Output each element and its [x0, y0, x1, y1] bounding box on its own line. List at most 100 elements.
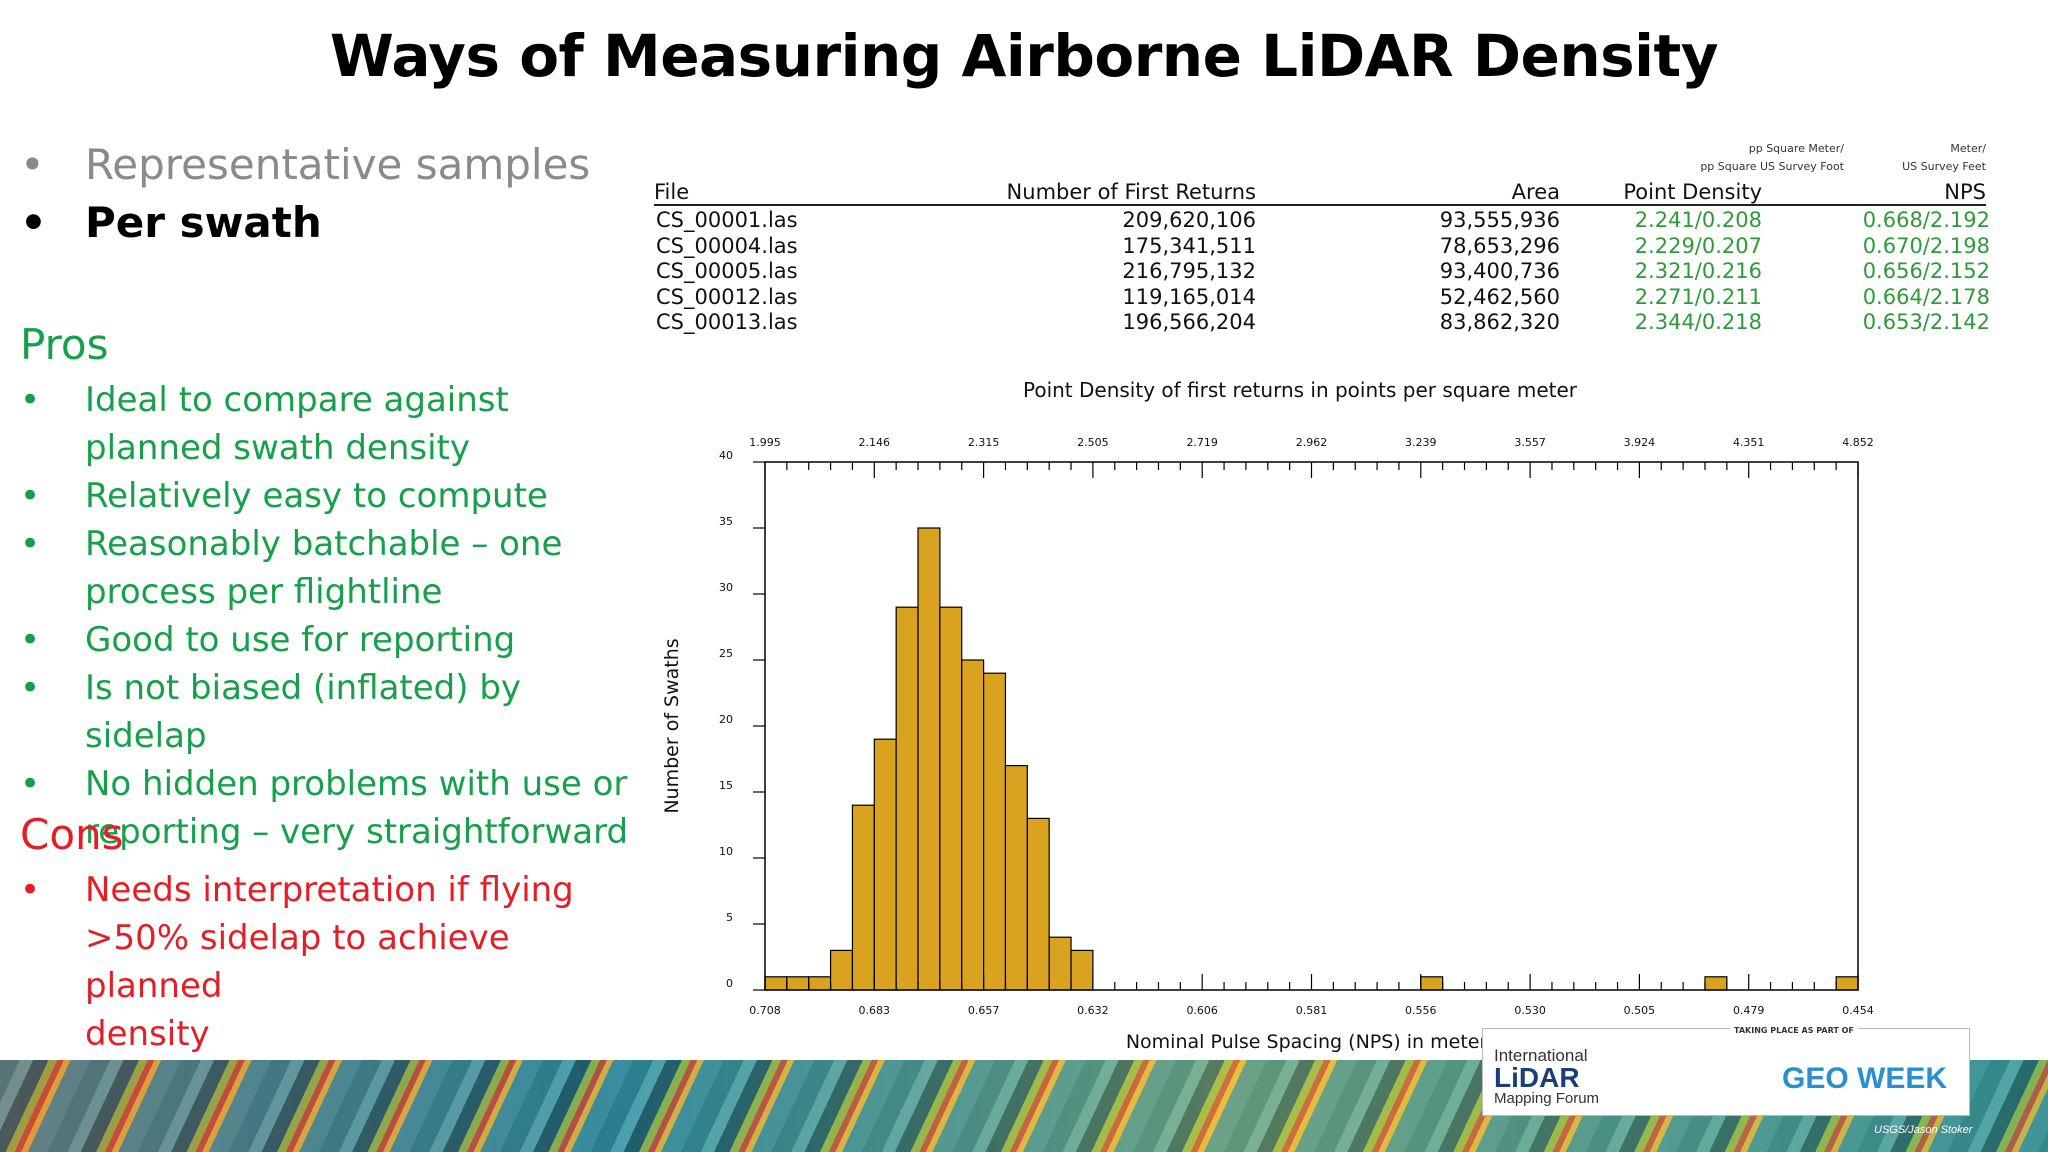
header-first-returns: Number of First Returns — [1006, 180, 1256, 204]
histogram-bar — [829, 949, 854, 991]
slide-title: Ways of Measuring Airborne LiDAR Density — [329, 22, 1719, 90]
ilmf-logo-line2: LiDAR — [1494, 1062, 1580, 1093]
y-tick-label: 40 — [719, 449, 733, 462]
unit-point-density-2: pp Square US Survey Foot — [1700, 160, 1844, 173]
pros-list: • Ideal to compare against planned swath d… — [20, 376, 640, 856]
pros-item: • Good to use for reporting — [20, 616, 640, 664]
y-tick-label: 0 — [726, 977, 733, 990]
ilmf-logo-line1: International — [1494, 1046, 1588, 1065]
pros-item-text: planned swath density — [85, 428, 470, 468]
cons-item: • Needs interpretation if flying >50% side… — [20, 866, 640, 1058]
cell-area: 83,862,320 — [1439, 310, 1560, 334]
unit-nps-2: US Survey Feet — [1902, 160, 1986, 173]
histogram-bar — [939, 606, 963, 991]
image-credit: USGS/Jason Stoker — [1874, 1124, 1973, 1136]
x-tick-label: 0.657 — [968, 1004, 1000, 1017]
header-point-density: Point Density — [1623, 180, 1762, 204]
cell-area: 52,462,560 — [1439, 284, 1560, 309]
top-x-tick-label: 2.505 — [1077, 436, 1109, 449]
cons-list: • Needs interpretation if flying >50% side… — [20, 866, 640, 1058]
y-tick-label: 15 — [719, 779, 733, 792]
taking-place-label: TAKING PLACE AS PART OF — [1730, 1026, 1858, 1035]
x-tick-label: 0.632 — [1077, 1004, 1109, 1017]
top-x-tick-label: 3.924 — [1624, 436, 1656, 449]
cons-heading: Cons — [20, 810, 124, 859]
pros-item-text: No hidden problems with use or — [85, 764, 628, 804]
x-tick-label: 0.505 — [1624, 1004, 1656, 1017]
unit-point-density-1: pp Square Meter/ — [1748, 142, 1844, 155]
bullet-dot: • — [20, 476, 41, 516]
bullet-dot: • — [20, 140, 45, 189]
top-x-tick-label: 3.557 — [1514, 436, 1546, 449]
y-axis-label: Number of Swaths — [661, 638, 683, 813]
pros-item-text: Reasonably batchable – one — [85, 524, 563, 564]
bullet-dot: • — [20, 524, 41, 564]
pros-item: • No hidden problems with use or reporting… — [20, 760, 640, 856]
pros-item-text: Good to use for reporting — [85, 620, 516, 660]
histogram-bar — [786, 976, 810, 991]
cell-file: CS_00004.las — [656, 233, 798, 258]
x-tick-label: 0.708 — [749, 1004, 781, 1017]
top-x-tick-label: 4.351 — [1733, 436, 1765, 449]
header-file: File — [654, 180, 690, 204]
pros-heading: Pros — [20, 320, 109, 369]
pros-item-text: Relatively easy to compute — [85, 476, 548, 516]
y-tick-label: 5 — [726, 911, 733, 924]
bullet-dot: • — [20, 198, 47, 247]
header-area: Area — [1511, 180, 1560, 204]
histogram-bar — [1835, 976, 1859, 991]
cell-point-density: 2.241/0.208 — [1634, 208, 1762, 232]
cell-point-density: 2.344/0.218 — [1634, 310, 1762, 334]
cell-file: CS_00013.las — [656, 310, 798, 334]
y-tick-label: 35 — [719, 515, 733, 528]
cons-item-text: >50% sidelap to achieve planned — [85, 918, 510, 1006]
top-x-tick-label: 2.315 — [968, 436, 1000, 449]
histogram-bar — [1004, 765, 1028, 991]
cell-first-returns: 175,341,511 — [1122, 233, 1256, 258]
y-tick-label: 25 — [719, 647, 733, 660]
top-x-tick-label: 2.962 — [1296, 436, 1328, 449]
cell-file: CS_00005.las — [656, 259, 798, 283]
y-tick-label: 20 — [719, 713, 733, 726]
geo-week-logo: GEO WEEK — [1782, 1062, 1948, 1095]
histogram-bar — [764, 976, 788, 991]
cell-nps: 0.668/2.192 — [1862, 208, 1990, 232]
x-tick-label: 0.530 — [1514, 1004, 1546, 1017]
pros-item: • Relatively easy to compute — [20, 472, 640, 520]
cell-point-density: 2.271/0.211 — [1634, 284, 1762, 309]
cell-area: 93,400,736 — [1439, 259, 1560, 283]
top-x-tick-label: 2.146 — [859, 436, 891, 449]
cell-nps: 0.670/2.198 — [1862, 233, 1990, 258]
cell-first-returns: 196,566,204 — [1122, 310, 1256, 334]
cell-point-density: 2.321/0.216 — [1634, 259, 1762, 283]
cell-nps: 0.656/2.152 — [1862, 259, 1990, 283]
histogram-bar — [1070, 949, 1094, 991]
cell-nps: 0.664/2.178 — [1862, 284, 1990, 309]
histogram-bar — [851, 804, 875, 991]
histogram-bar — [1026, 817, 1050, 991]
x-tick-label: 0.556 — [1405, 1004, 1437, 1017]
cell-area: 78,653,296 — [1439, 233, 1560, 258]
cell-first-returns: 119,165,014 — [1122, 284, 1256, 309]
y-tick-label: 30 — [719, 581, 733, 594]
x-tick-label: 0.606 — [1186, 1004, 1218, 1017]
cell-area: 93,555,936 — [1439, 208, 1560, 232]
header-rule — [654, 204, 1986, 206]
histogram-bar — [917, 527, 941, 991]
header-nps: NPS — [1944, 180, 1986, 204]
bullet-dot: • — [20, 620, 41, 660]
histogram-bar — [1420, 976, 1444, 991]
ilmf-logo-line3: Mapping Forum — [1494, 1090, 1600, 1107]
pros-item-text: Is not biased (inflated) by sidelap — [85, 668, 522, 756]
cell-nps: 0.653/2.142 — [1862, 310, 1990, 334]
y-tick-label: 10 — [719, 845, 733, 858]
histogram-bar — [983, 672, 1007, 991]
logo-box — [1482, 1028, 1970, 1116]
pros-item-text: reporting – very straightforward — [85, 812, 629, 852]
pros-item-text: Ideal to compare against — [85, 380, 509, 420]
top-x-tick-label: 1.995 — [749, 436, 781, 449]
x-tick-label: 0.581 — [1296, 1004, 1328, 1017]
histogram-bar — [873, 738, 897, 991]
histogram-bar — [1048, 936, 1072, 991]
top-x-tick-label: 3.239 — [1405, 436, 1437, 449]
